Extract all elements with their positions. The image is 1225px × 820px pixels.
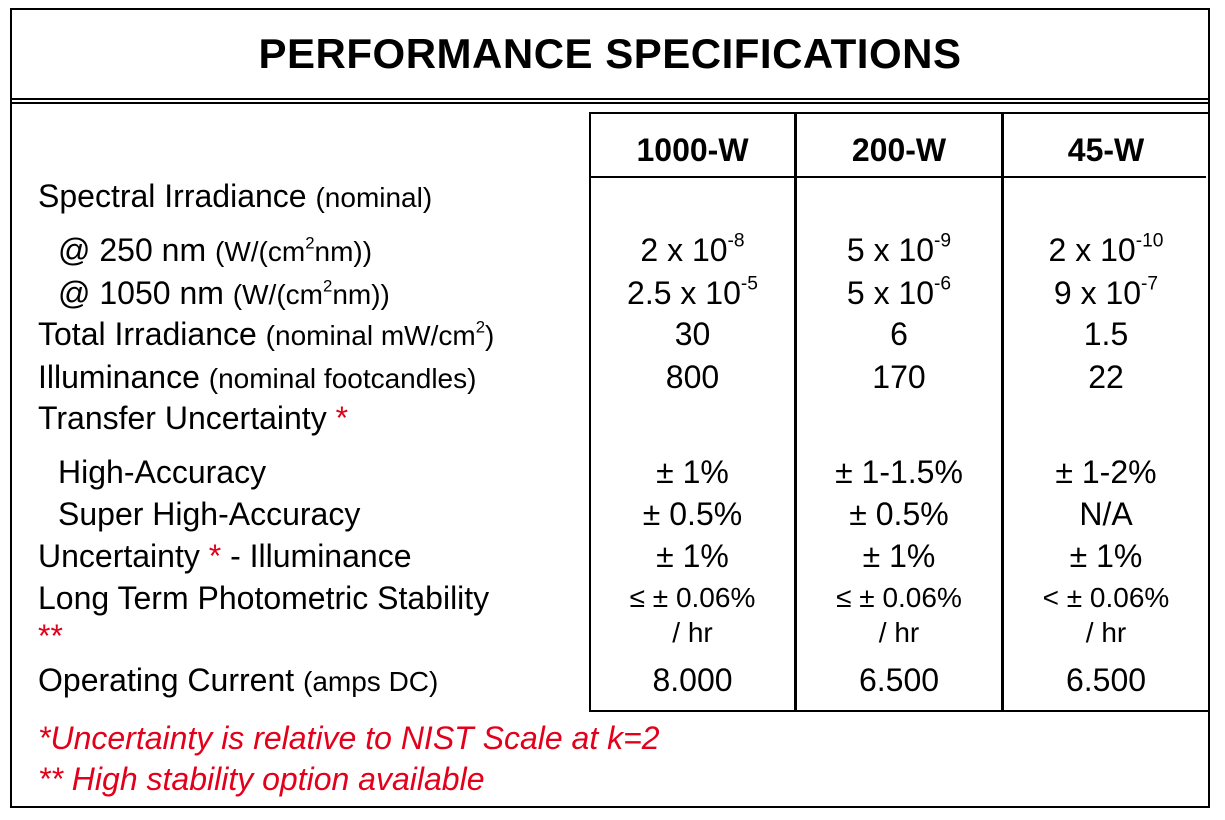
row-illuminance: Illuminance (nominal footcandles) 800 17… <box>12 359 1208 399</box>
column-header-1000w: 1000-W <box>636 132 749 168</box>
value-1000w: ± 1% <box>656 538 729 574</box>
row-high-accuracy: High-Accuracy ± 1% ± 1-1.5% ± 1-2% <box>12 454 1208 494</box>
value-1000w: ± 1% <box>656 454 729 490</box>
double-asterisk-mark: ** <box>38 618 63 654</box>
value-45w: < ± 0.06% <box>1042 582 1170 613</box>
per-hour-45w: / hr <box>1085 617 1127 648</box>
row-1050nm: @ 1050 nm (W/(cm2nm)) 2.5 x 10-5 5 x 10-… <box>12 275 1208 315</box>
row-total-irradiance: Total Irradiance (nominal mW/cm2) 30 6 1… <box>12 316 1208 356</box>
value-1000w: ± 0.5% <box>642 496 743 532</box>
asterisk-mark: * <box>335 400 349 436</box>
row-label: Long Term Photometric Stability <box>38 580 490 616</box>
value-45w: ± 1-2% <box>1055 454 1157 490</box>
per-hour-200w: / hr <box>878 617 920 648</box>
row-250nm: @ 250 nm (W/(cm2nm)) 2 x 10-8 5 x 10-9 2… <box>12 232 1208 272</box>
value-1000w: 800 <box>665 359 720 395</box>
column-box-45w <box>1002 112 1210 712</box>
value-45w: 9 x 10-7 <box>1053 273 1159 311</box>
row-label: High-Accuracy <box>58 454 267 490</box>
value-45w: N/A <box>1079 496 1133 532</box>
value-200w: 6.500 <box>858 662 940 698</box>
value-200w: ± 1% <box>862 538 936 574</box>
value-200w: 5 x 10-6 <box>846 273 952 311</box>
row-uncertainty-illuminance: Uncertainty * - Illuminance ± 1% ± 1% ± … <box>12 538 1208 578</box>
row-label: Super High-Accuracy <box>58 496 361 532</box>
row-spectral-irradiance: Spectral Irradiance (nominal) <box>12 178 1208 218</box>
value-45w: 2 x 10-10 <box>1048 230 1164 268</box>
row-label: @ 1050 nm (W/(cm2nm)) <box>58 275 390 311</box>
value-45w: 6.500 <box>1065 662 1147 698</box>
page-title: PERFORMANCE SPECIFICATIONS <box>258 30 962 77</box>
value-200w: ± 1-1.5% <box>835 454 963 490</box>
row-super-high-accuracy: Super High-Accuracy ± 0.5% ± 0.5% N/A <box>12 496 1208 536</box>
row-label: Operating Current (amps DC) <box>38 662 439 698</box>
header-divider <box>589 176 1206 178</box>
row-label: Total Irradiance (nominal mW/cm2) <box>38 316 495 352</box>
value-200w: 170 <box>872 359 926 395</box>
value-200w: 5 x 10-9 <box>846 230 952 268</box>
row-label: Uncertainty * - Illuminance <box>38 538 412 574</box>
spec-sheet-frame: PERFORMANCE SPECIFICATIONS 1000-W 200-W … <box>10 8 1210 808</box>
footnote-uncertainty: *Uncertainty is relative to NIST Scale a… <box>38 720 660 756</box>
value-200w: ± 0.5% <box>849 496 949 532</box>
title-bar: PERFORMANCE SPECIFICATIONS <box>12 10 1208 104</box>
column-header-45w: 45-W <box>1067 132 1145 168</box>
value-1000w: 2 x 10-8 <box>640 230 745 268</box>
column-header-200w: 200-W <box>851 132 947 168</box>
value-45w: ± 1% <box>1069 538 1143 574</box>
value-45w: 22 <box>1088 359 1124 395</box>
footnote-stability: ** High stability option available <box>38 761 485 797</box>
row-label: Transfer Uncertainty * <box>38 400 349 436</box>
row-label: @ 250 nm (W/(cm2nm)) <box>58 232 373 268</box>
value-1000w: 2.5 x 10-5 <box>627 273 758 311</box>
value-200w: ≤ ± 0.06% <box>836 582 962 613</box>
per-hour-1000w: / hr <box>672 617 713 648</box>
row-transfer-uncertainty: Transfer Uncertainty * <box>12 400 1208 440</box>
value-1000w: 30 <box>674 316 711 352</box>
row-operating-current: Operating Current (amps DC) 8.000 6.500 … <box>12 662 1208 702</box>
row-label: Illuminance (nominal footcandles) <box>38 359 477 395</box>
value-200w: 6 <box>890 316 908 352</box>
value-1000w: 8.000 <box>652 662 733 698</box>
value-45w: 1.5 <box>1083 316 1129 352</box>
asterisk-mark: * <box>208 538 222 574</box>
row-label: Spectral Irradiance (nominal) <box>38 178 433 214</box>
row-photometric-stability: Long Term Photometric Stability ** ≤ ± 0… <box>12 580 1208 654</box>
value-1000w: ≤ ± 0.06% <box>629 582 756 613</box>
